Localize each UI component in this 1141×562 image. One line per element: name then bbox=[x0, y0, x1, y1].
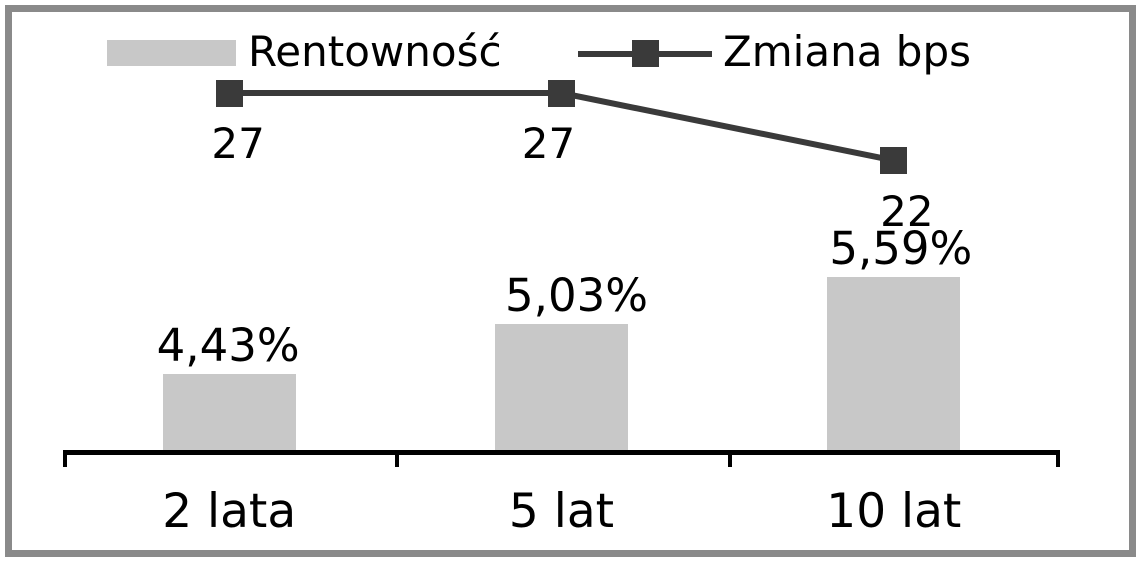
axis-tick bbox=[395, 450, 400, 467]
bar-value-label: 5,59% bbox=[829, 222, 973, 276]
x-axis-line bbox=[63, 450, 1060, 455]
axis-tick bbox=[63, 450, 67, 467]
bar-10-lat bbox=[827, 277, 961, 450]
line-series-marker-icon bbox=[632, 40, 659, 67]
line-value-label: 22 bbox=[880, 186, 934, 236]
marker-5-lat bbox=[548, 79, 575, 107]
line-value-label: 27 bbox=[211, 119, 265, 168]
line-value-label: 27 bbox=[521, 119, 576, 168]
bar-2-lata bbox=[162, 374, 296, 450]
bar-value-label: 4,43% bbox=[156, 319, 300, 373]
bar-value-label: 5,03% bbox=[505, 269, 648, 323]
category-label: 10 lat bbox=[826, 484, 962, 539]
legend-label-zmiana-bps: Zmiana bps bbox=[723, 27, 972, 76]
bar-series-swatch bbox=[107, 40, 236, 66]
marker-10-lat bbox=[880, 147, 908, 174]
marker-2-lata bbox=[215, 79, 243, 107]
axis-tick bbox=[727, 450, 732, 467]
category-label: 5 lat bbox=[508, 484, 615, 539]
legend-label-rentownosc: Rentowność bbox=[248, 27, 502, 76]
category-label: 2 lata bbox=[162, 484, 297, 539]
axis-tick bbox=[1056, 450, 1060, 467]
bar-5-lat bbox=[495, 324, 628, 450]
chart-frame-border bbox=[5, 5, 1136, 557]
